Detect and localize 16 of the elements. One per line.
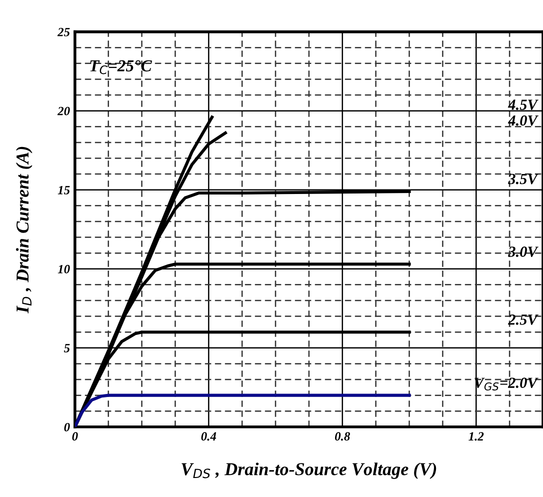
text: 4.0V bbox=[508, 115, 538, 126]
x-tick-label: 0.4 bbox=[201, 432, 216, 441]
y-tick-label: 0 bbox=[64, 422, 70, 432]
x-axis-title: V$_{DS}$ , Drain-to-Source Voltage (V) bbox=[182, 462, 436, 479]
text: 4.5V bbox=[508, 100, 538, 110]
text: 2.5V bbox=[508, 314, 538, 325]
y-axis-title: I$_{D}$ , Drain Current (A) bbox=[16, 146, 32, 314]
x-tick-label: 0.8 bbox=[335, 432, 350, 441]
text: 3.5V bbox=[508, 174, 538, 184]
y-tick-label: 25 bbox=[57, 28, 70, 36]
y-tick-label: 5 bbox=[64, 344, 70, 352]
y-tick-label: 15 bbox=[58, 186, 70, 194]
y-tick-label: 20 bbox=[57, 106, 70, 116]
y-tick-label: 10 bbox=[58, 264, 70, 274]
x-tick-label: 1.2 bbox=[468, 432, 484, 441]
x-tick-label: 0 bbox=[72, 432, 78, 441]
